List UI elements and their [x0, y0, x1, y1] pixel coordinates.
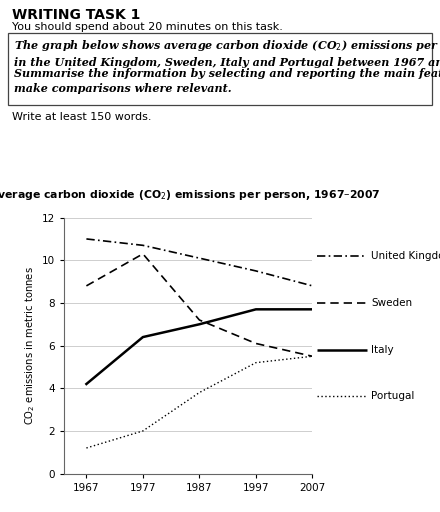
Text: You should spend about 20 minutes on this task.: You should spend about 20 minutes on thi… [12, 22, 283, 32]
Text: Summarise the information by selecting and reporting the main features, and
make: Summarise the information by selecting a… [14, 68, 440, 94]
Text: WRITING TASK 1: WRITING TASK 1 [12, 8, 140, 22]
Text: Average carbon dioxide (CO$_2$) emissions per person, 1967–2007: Average carbon dioxide (CO$_2$) emission… [0, 188, 381, 202]
Text: Write at least 150 words.: Write at least 150 words. [12, 112, 151, 122]
Text: The graph below shows average carbon dioxide (CO$_2$) emissions per person
in th: The graph below shows average carbon dio… [14, 38, 440, 69]
Text: Italy: Italy [371, 345, 394, 355]
Text: Portugal: Portugal [371, 392, 415, 401]
Text: United Kingdom: United Kingdom [371, 251, 440, 262]
Y-axis label: CO$_2$ emissions in metric tonnes: CO$_2$ emissions in metric tonnes [24, 266, 37, 425]
Text: Sweden: Sweden [371, 298, 413, 308]
FancyBboxPatch shape [8, 33, 432, 105]
